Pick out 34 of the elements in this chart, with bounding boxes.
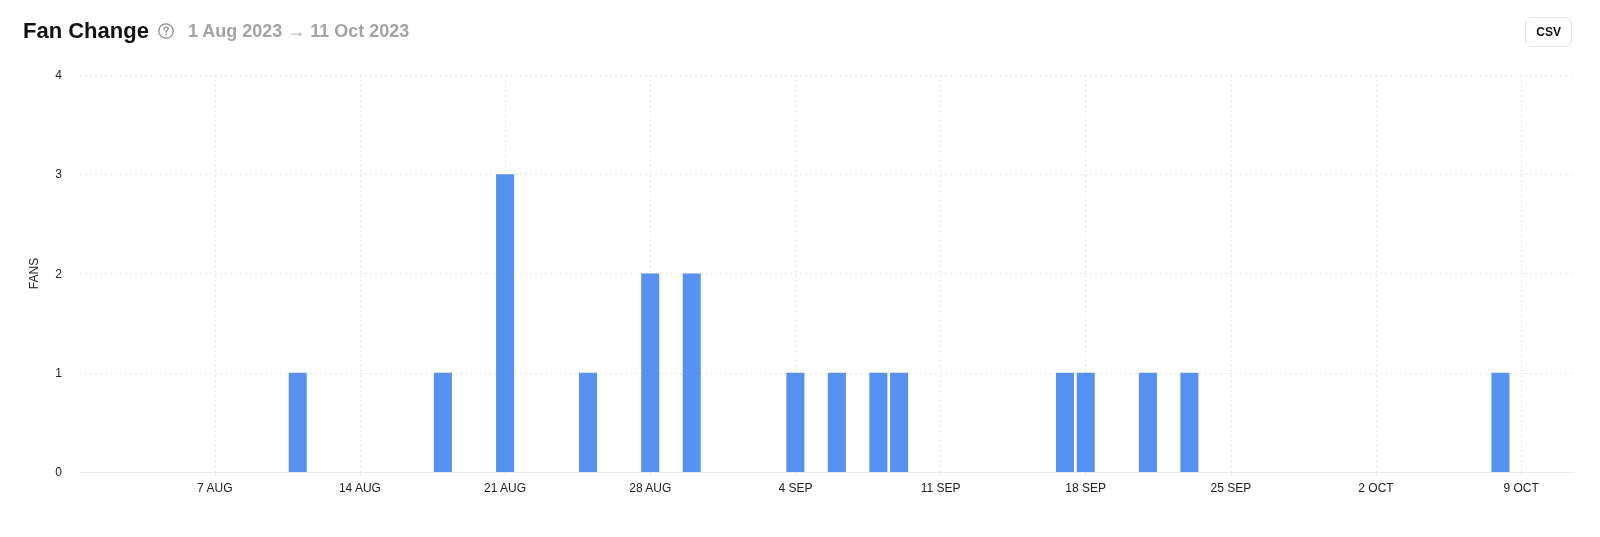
x-tick-label: 25 SEP bbox=[1210, 481, 1252, 495]
bar bbox=[1055, 372, 1074, 472]
bar bbox=[827, 372, 846, 472]
bar bbox=[1180, 372, 1199, 472]
bar bbox=[433, 372, 452, 472]
y-tick-label: 4 bbox=[55, 68, 63, 82]
y-tick-label: 0 bbox=[55, 465, 63, 479]
x-tick-label: 2 OCT bbox=[1358, 481, 1395, 495]
x-tick-label: 11 SEP bbox=[920, 481, 961, 495]
bar bbox=[682, 273, 701, 472]
bar bbox=[641, 273, 660, 472]
bar bbox=[890, 372, 909, 472]
x-tick-label: 18 SEP bbox=[1065, 481, 1107, 495]
bar bbox=[579, 372, 598, 472]
bar bbox=[496, 174, 515, 472]
x-tick-label: 28 AUG bbox=[629, 481, 672, 495]
chart-subtitle: 1 Aug 2023 → 11 Oct 2023 bbox=[187, 20, 410, 42]
bar bbox=[869, 372, 888, 472]
bar bbox=[1076, 372, 1095, 472]
y-tick-label: 1 bbox=[55, 365, 63, 380]
x-tick-label: 4 SEP bbox=[778, 481, 813, 495]
x-tick-label: 9 OCT bbox=[1503, 481, 1540, 495]
bar bbox=[1138, 372, 1157, 472]
bar bbox=[288, 372, 307, 472]
bar bbox=[786, 372, 805, 472]
y-axis-title: FANS bbox=[27, 257, 41, 290]
x-tick-label: 14 AUG bbox=[338, 481, 381, 495]
x-tick-label: 21 AUG bbox=[484, 481, 527, 495]
chart-title: Fan Change bbox=[23, 18, 149, 44]
y-tick-label: 3 bbox=[55, 167, 63, 182]
y-tick-label: 2 bbox=[55, 266, 63, 281]
csv-button: CSV bbox=[1525, 17, 1572, 47]
x-tick-label: 7 AUG bbox=[197, 481, 233, 495]
bar bbox=[1491, 372, 1510, 472]
